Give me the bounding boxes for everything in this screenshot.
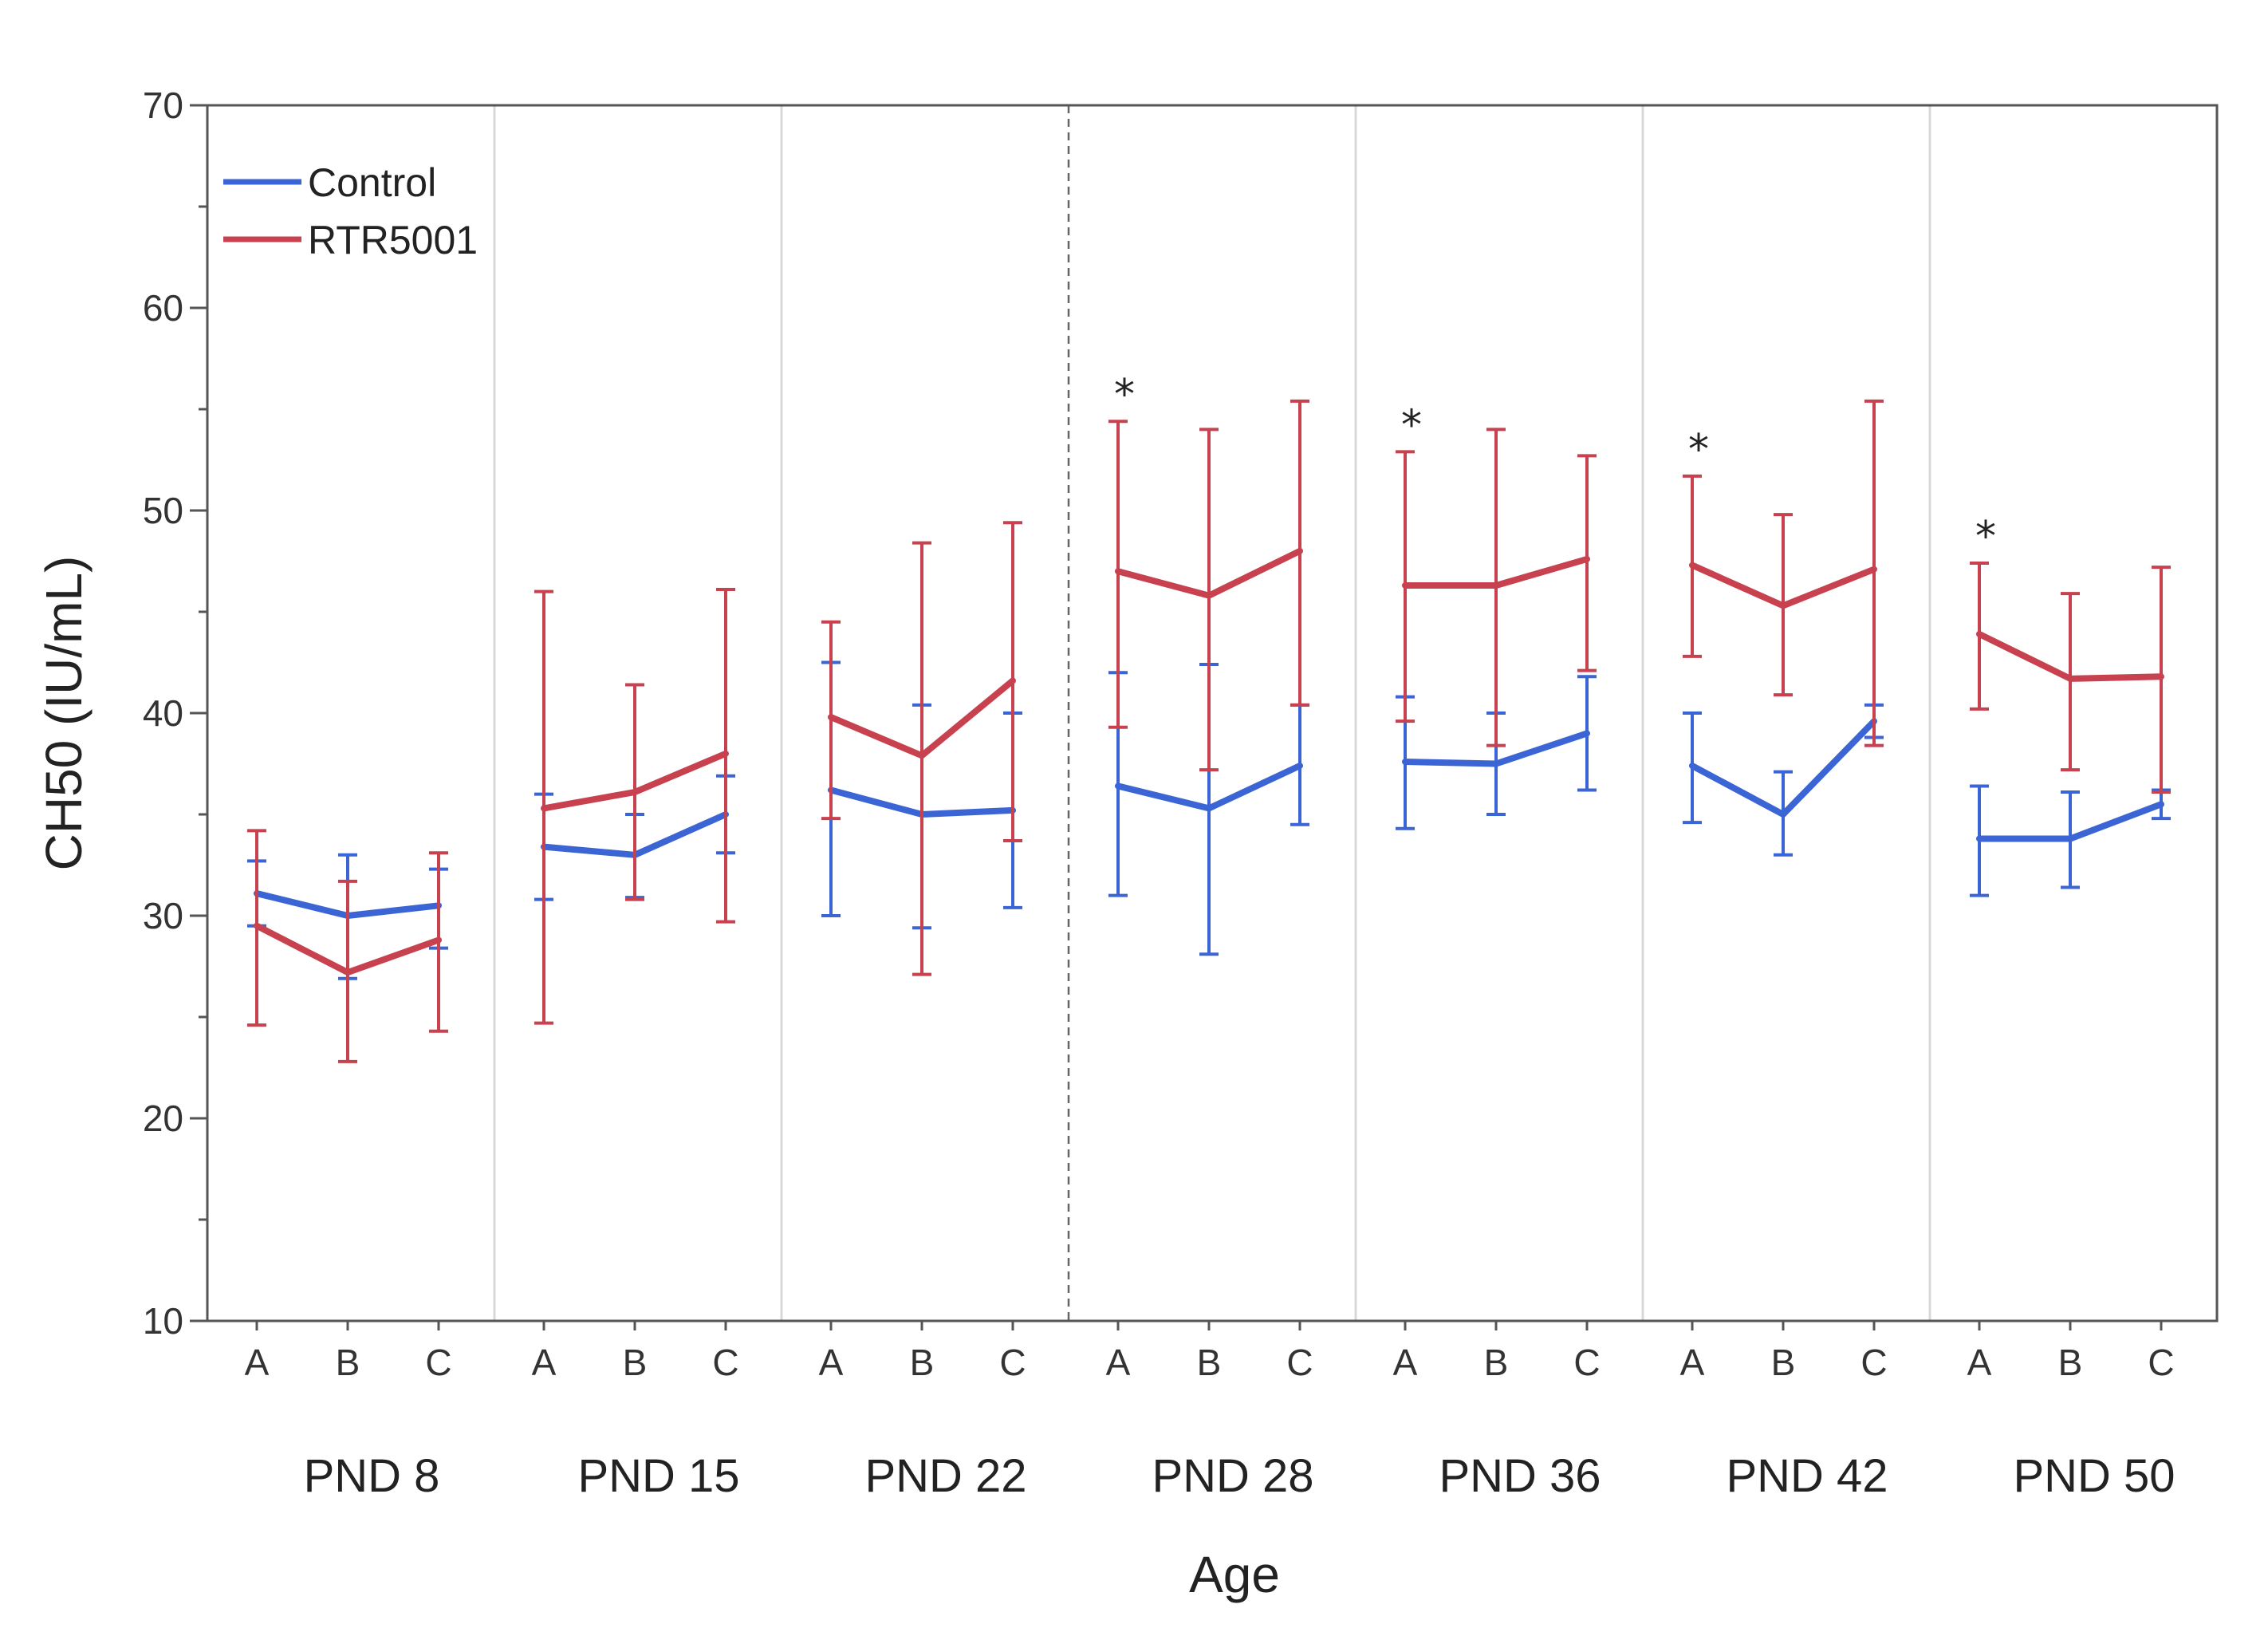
series-line-rtr5001: [1402, 555, 1590, 589]
x-tick-label: A: [1680, 1342, 1705, 1383]
x-tick-label: C: [1860, 1342, 1887, 1383]
x-axis: A B C PND 8 A B C PND 15 A B C PND 22 A B C PND 28 A B C PN…: [245, 1321, 2175, 1502]
x-tick-label: A: [1106, 1342, 1131, 1383]
x-tick-label: B: [2058, 1342, 2083, 1383]
group-label-pnd-8: PND 8: [304, 1450, 440, 1502]
y-tick-label: 30: [143, 895, 183, 936]
x-tick-label: B: [623, 1342, 648, 1383]
y-axis-title: CH50 (IU/mL): [35, 556, 93, 871]
x-tick-label: B: [1484, 1342, 1509, 1383]
y-tick-label: 60: [143, 287, 183, 329]
significance-asterisk: *: [1975, 513, 1996, 561]
y-tick-label: 20: [143, 1098, 183, 1139]
x-tick-label: A: [1967, 1342, 1992, 1383]
x-tick-label: C: [999, 1342, 1026, 1383]
x-tick-label: C: [1573, 1342, 1600, 1383]
legend: Control RTR5001: [214, 144, 485, 271]
x-tick-label: B: [336, 1342, 360, 1383]
x-tick-label: A: [245, 1342, 270, 1383]
x-tick-label: C: [1286, 1342, 1313, 1383]
significance-asterisk: *: [1401, 401, 1422, 449]
series-rtr5001: [247, 399, 2171, 1063]
significance-asterisk: *: [1688, 426, 1709, 474]
plot-frame: [206, 104, 2219, 1323]
y-tick-label: 50: [143, 490, 183, 531]
group-dividers: [493, 105, 1931, 1321]
x-tick-label: C: [425, 1342, 451, 1383]
x-tick-label: A: [532, 1342, 557, 1383]
series-line-control: [1115, 763, 1303, 812]
x-tick-label: A: [1393, 1342, 1418, 1383]
x-tick-label: C: [712, 1342, 738, 1383]
series-line-rtr5001: [254, 922, 442, 976]
group-label-pnd-50: PND 50: [2013, 1450, 2175, 1502]
group-label-pnd-15: PND 15: [577, 1450, 739, 1502]
series-line-rtr5001: [828, 677, 1016, 759]
series-line-rtr5001: [1976, 630, 2164, 682]
x-tick-label: B: [1197, 1342, 1222, 1383]
y-tick-label: 10: [143, 1300, 183, 1342]
y-tick-label: 40: [143, 692, 183, 734]
x-tick-label: B: [910, 1342, 935, 1383]
x-tick-label: A: [819, 1342, 844, 1383]
y-tick-label: 70: [143, 85, 183, 126]
series-line-control: [1689, 718, 1877, 818]
y-axis: 10 20 30 40 50 60 70: [143, 85, 207, 1342]
x-axis-title: Age: [1189, 1546, 1280, 1603]
group-label-pnd-42: PND 42: [1726, 1450, 1888, 1502]
legend-box: [214, 144, 485, 271]
series-layer: [247, 399, 2171, 1063]
x-tick-label: C: [2148, 1342, 2174, 1383]
series-line-rtr5001: [1689, 562, 1877, 609]
group-label-pnd-28: PND 28: [1152, 1450, 1313, 1502]
series-line-rtr5001: [1115, 547, 1303, 599]
group-label-pnd-36: PND 36: [1439, 1450, 1601, 1502]
significance-asterisk: *: [1114, 371, 1135, 419]
series-line-control: [1976, 801, 2164, 842]
significance-markers: * * * *: [1114, 371, 1996, 561]
legend-label-control: Control: [308, 160, 436, 205]
series-line-control: [1402, 730, 1590, 767]
x-tick-label: B: [1771, 1342, 1796, 1383]
legend-label-rtr5001: RTR5001: [308, 218, 478, 262]
group-label-pnd-22: PND 22: [864, 1450, 1026, 1502]
series-line-rtr5001: [541, 750, 729, 812]
